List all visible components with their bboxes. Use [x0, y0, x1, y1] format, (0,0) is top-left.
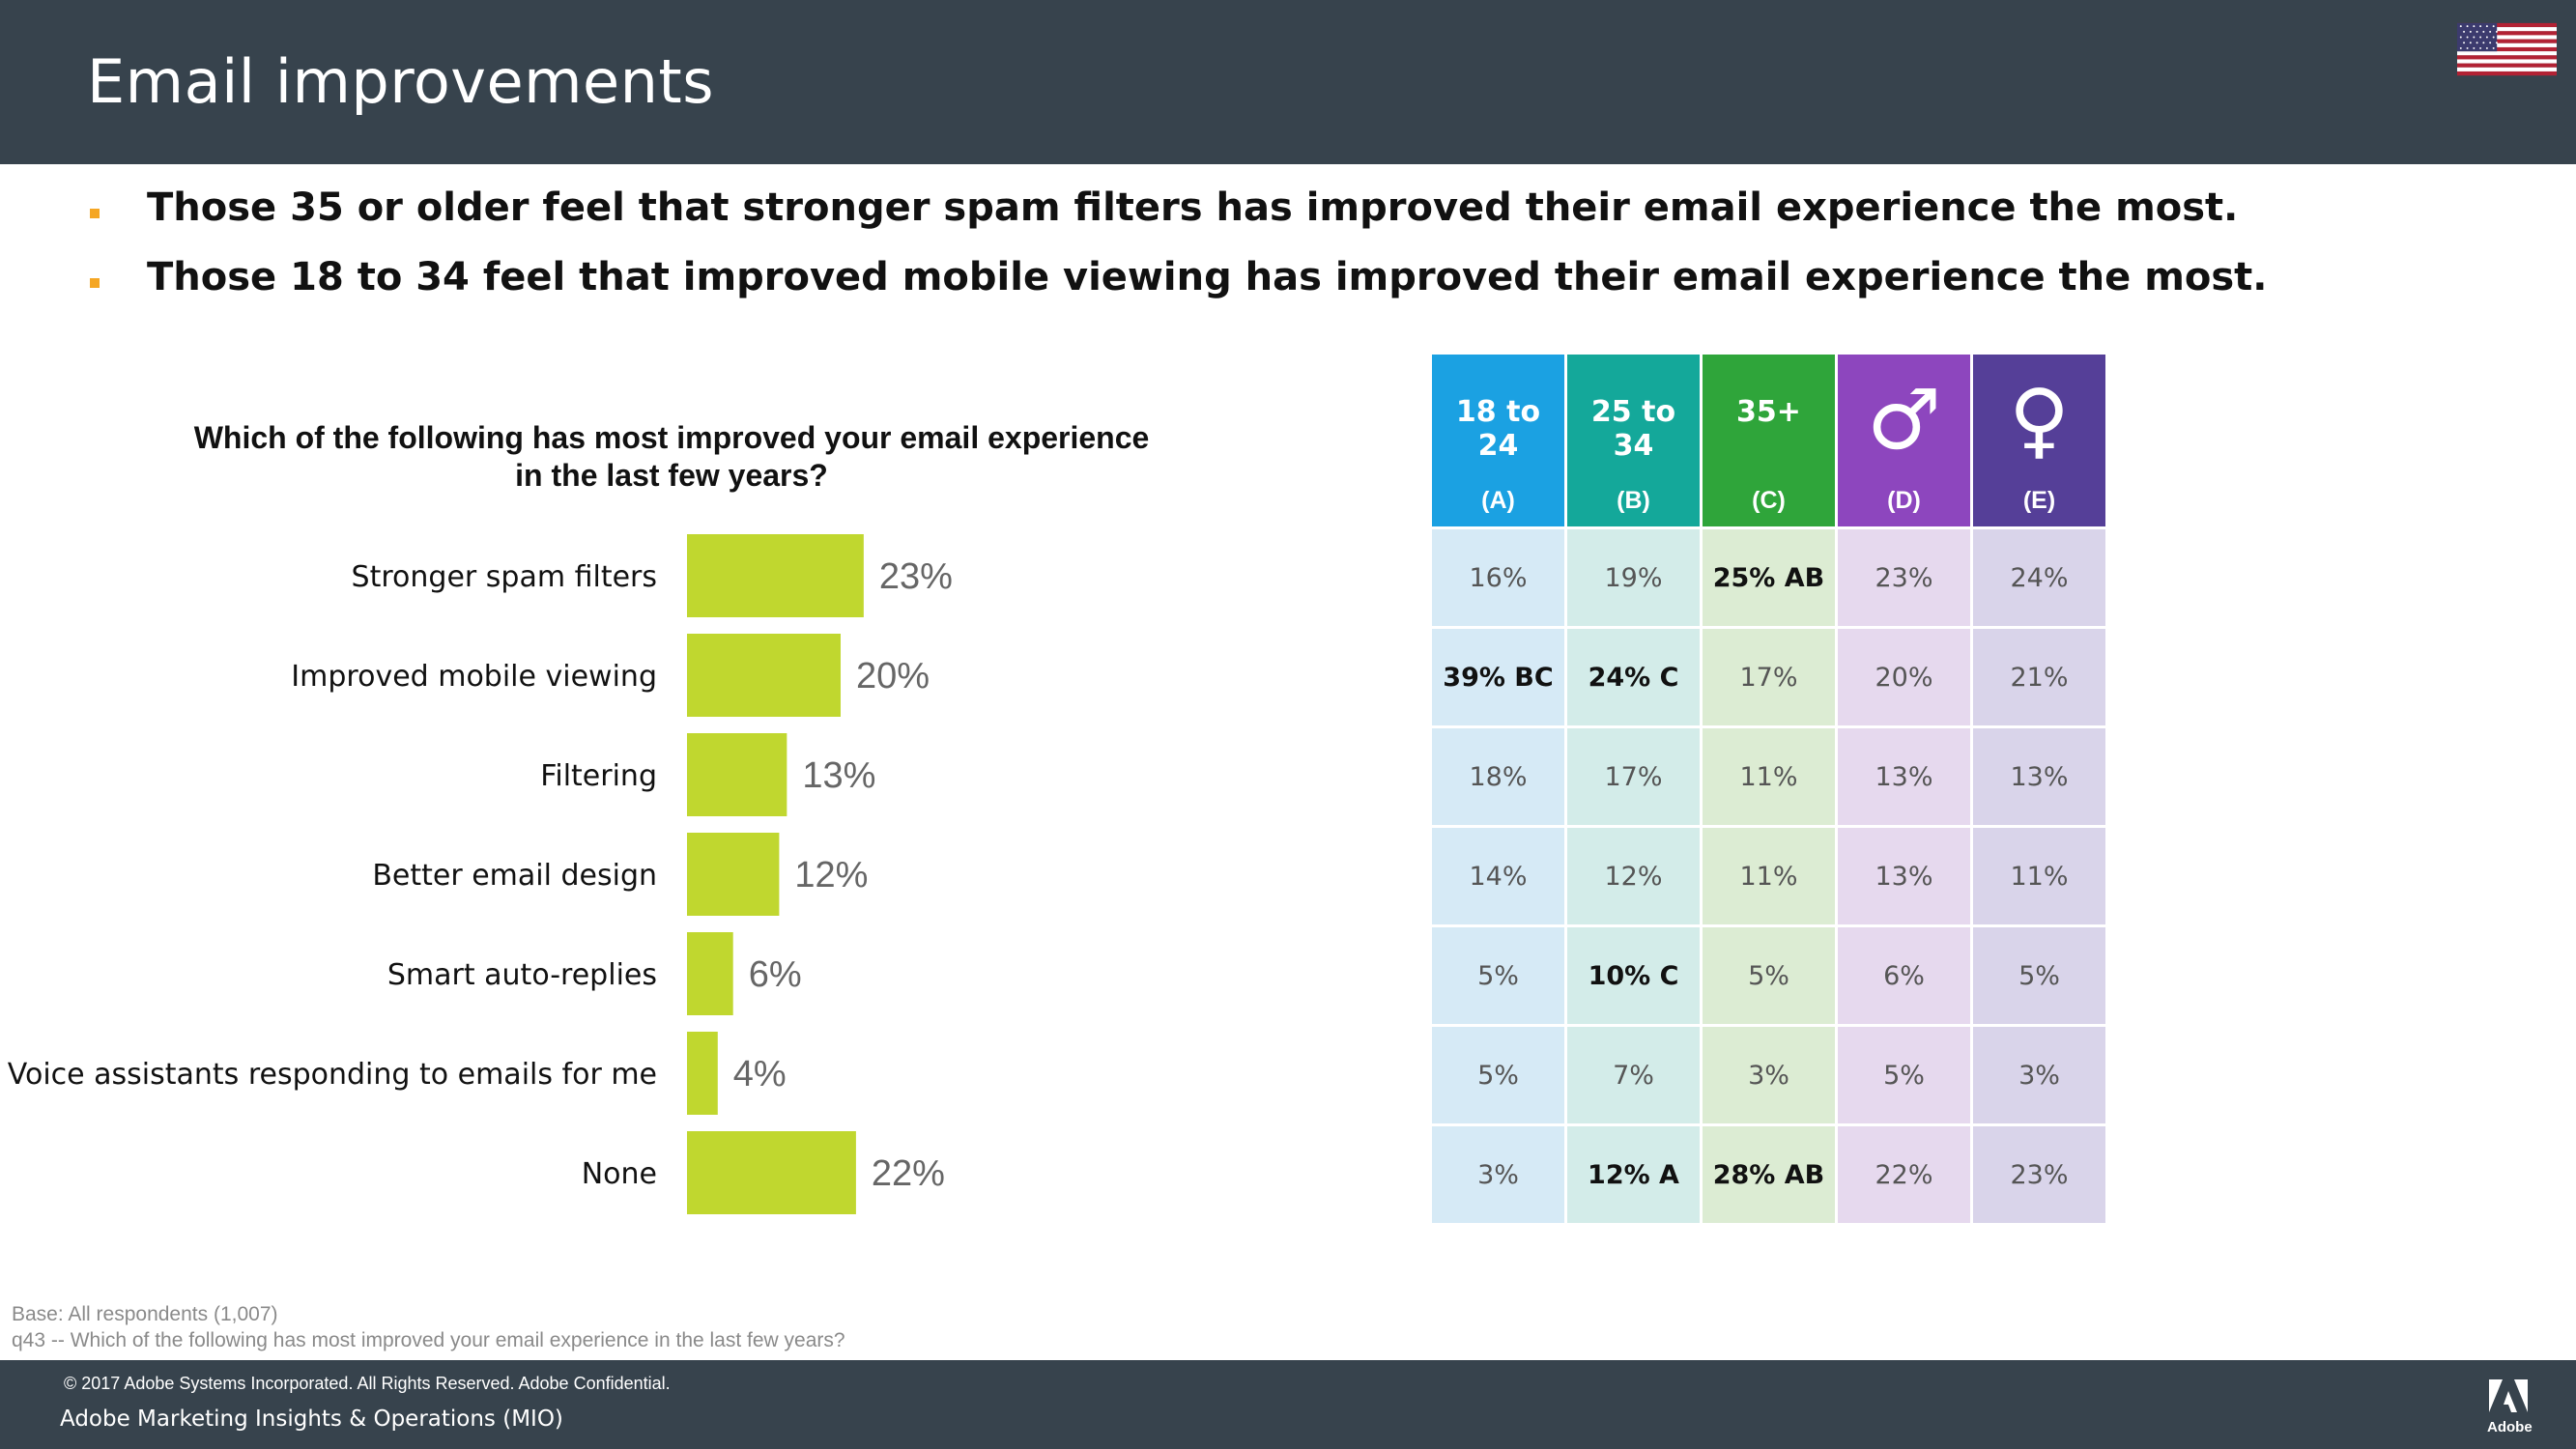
category-label: None	[582, 1157, 657, 1191]
category-label: Better email design	[372, 859, 657, 893]
table-cell: 12%	[1567, 828, 1700, 924]
table-cell: 23%	[1973, 1126, 2105, 1223]
bar	[687, 1131, 856, 1214]
column-label: 25 to 34	[1590, 395, 1676, 463]
table-cell: 6%	[1838, 927, 1970, 1024]
table-cell: 7%	[1567, 1027, 1700, 1123]
table-cell: 5%	[1432, 1027, 1564, 1123]
bar	[687, 1032, 718, 1115]
bullet-text: Those 18 to 34 feel that improved mobile…	[147, 255, 2268, 299]
table-cell: 13%	[1838, 728, 1970, 825]
bar	[687, 932, 733, 1015]
table-cell: 23%	[1838, 529, 1970, 626]
table-cell: 25% AB	[1703, 529, 1835, 626]
value-label: 4%	[733, 1054, 787, 1094]
table-cell: 17%	[1703, 629, 1835, 725]
value-label: 13%	[802, 755, 875, 796]
table-cell: 22%	[1838, 1126, 1970, 1223]
table-cell: 11%	[1703, 728, 1835, 825]
header-bar: Email improvements	[0, 0, 2576, 164]
org-name: Adobe Marketing Insights & Operations (M…	[60, 1406, 563, 1432]
column-letter: (A)	[1481, 487, 1515, 514]
value-label: 22%	[872, 1153, 945, 1194]
female-symbol-icon: ♀	[2009, 372, 2070, 469]
copyright-text: © 2017 Adobe Systems Incorporated. All R…	[64, 1374, 671, 1393]
category-label: Stronger spam filters	[352, 560, 657, 594]
table-cell: 5%	[1838, 1027, 1970, 1123]
table-cell: 11%	[1703, 828, 1835, 924]
table-cell: 14%	[1432, 828, 1564, 924]
category-label: Filtering	[540, 759, 657, 793]
category-label: Voice assistants responding to emails fo…	[8, 1058, 657, 1092]
value-label: 23%	[879, 556, 953, 597]
footnote: Base: All respondents (1,007) q43 -- Whi…	[12, 1301, 845, 1353]
column-header: 25 to 34 (B)	[1567, 355, 1700, 526]
adobe-logo-text: Adobe	[2487, 1419, 2533, 1435]
table-cell: 5%	[1432, 927, 1564, 1024]
bar-chart: Stronger spam filters 23% Improved mobile …	[8, 534, 953, 1214]
value-label: 6%	[749, 954, 802, 995]
bullet-marker	[90, 209, 100, 218]
column-label: 35+	[1736, 395, 1801, 429]
table-cell: 39% BC	[1432, 629, 1564, 725]
table-cell: 24% C	[1567, 629, 1700, 725]
table-cell: 16%	[1432, 529, 1564, 626]
column-header: ♂ (D)	[1838, 355, 1970, 526]
table-cell: 5%	[1703, 927, 1835, 1024]
value-label: 12%	[794, 855, 868, 895]
table-cell: 24%	[1973, 529, 2105, 626]
column-letter: (E)	[2022, 487, 2056, 514]
adobe-logo: Adobe	[2487, 1379, 2533, 1435]
column-header: 18 to 24 (A)	[1432, 355, 1564, 526]
table-cell: 3%	[1703, 1027, 1835, 1123]
table-cell: 11%	[1973, 828, 2105, 924]
bullet-text: Those 35 or older feel that stronger spa…	[147, 185, 2239, 230]
column-header: 35+ (C)	[1703, 355, 1835, 526]
question-note: q43 -- Which of the following has most i…	[12, 1329, 845, 1351]
column-letter: (C)	[1752, 487, 1786, 514]
table-cell: 20%	[1838, 629, 1970, 725]
bar	[687, 833, 780, 916]
page-title: Email improvements	[87, 46, 715, 117]
table-cell: 3%	[1432, 1126, 1564, 1223]
table-cell: 5%	[1973, 927, 2105, 1024]
bar	[687, 634, 841, 717]
male-symbol-icon: ♂	[1866, 372, 1942, 469]
table-cell: 21%	[1973, 629, 2105, 725]
column-letter: (D)	[1887, 487, 1921, 514]
table-cell: 18%	[1432, 728, 1564, 825]
table-cell: 13%	[1973, 728, 2105, 825]
base-note: Base: All respondents (1,007)	[12, 1303, 278, 1325]
column-label: 18 to 24	[1455, 395, 1541, 463]
bar	[687, 733, 787, 816]
table-cell: 28% AB	[1703, 1126, 1835, 1223]
table-cell: 13%	[1838, 828, 1970, 924]
table-cell: 19%	[1567, 529, 1700, 626]
bar	[687, 534, 864, 617]
category-label: Smart auto-replies	[387, 958, 657, 992]
value-label: 20%	[856, 656, 930, 696]
column-letter: (B)	[1617, 487, 1650, 514]
bullet-marker	[90, 278, 100, 288]
table-cell: 12% A	[1567, 1126, 1700, 1223]
chart-title-line: in the last few years?	[515, 458, 828, 493]
us-flag-icon	[2457, 22, 2557, 76]
footer-bar: © 2017 Adobe Systems Incorporated. All R…	[0, 1360, 2576, 1449]
table-cell: 17%	[1567, 728, 1700, 825]
column-header: ♀ (E)	[1973, 355, 2105, 526]
table-cell: 3%	[1973, 1027, 2105, 1123]
demographic-table: 18 to 24 (A) 25 to 34 (B) 35+ (C) ♂ (D) ♀ (E) 16% 1…	[1432, 355, 2105, 1223]
category-label: Improved mobile viewing	[291, 660, 657, 694]
adobe-logo-icon	[2489, 1379, 2528, 1412]
chart-title-line: Which of the following has most improved…	[193, 420, 1150, 455]
table-cell: 10% C	[1567, 927, 1700, 1024]
chart-title: Which of the following has most improved…	[193, 419, 1150, 495]
